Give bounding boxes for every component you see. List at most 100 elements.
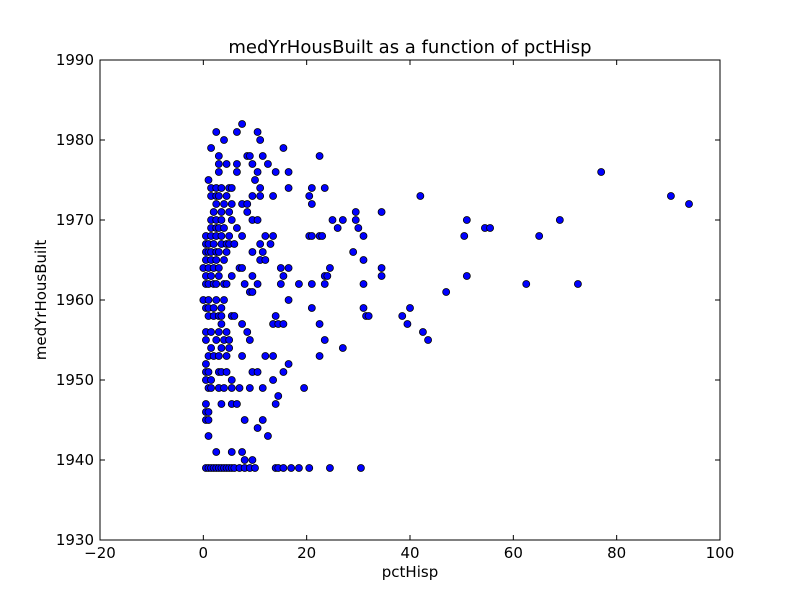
data-point (214, 272, 223, 280)
data-point (248, 288, 257, 296)
data-point (264, 160, 272, 168)
data-point (217, 344, 226, 352)
data-point (315, 152, 324, 160)
data-point (256, 192, 265, 200)
x-tick-label: 60 (504, 544, 523, 562)
data-point (248, 160, 257, 168)
data-point (220, 200, 228, 208)
data-point (222, 192, 231, 200)
data-point (359, 256, 368, 264)
data-point (253, 424, 262, 432)
data-point (284, 296, 293, 304)
data-point (248, 456, 257, 464)
data-point (240, 280, 249, 288)
data-point (305, 464, 314, 472)
data-point (276, 264, 285, 272)
data-point (269, 232, 277, 240)
data-point (204, 432, 213, 440)
data-point (245, 336, 254, 344)
data-point (227, 384, 236, 392)
y-tick-label: 1930 (56, 531, 94, 549)
data-point (217, 208, 226, 216)
data-point (276, 280, 285, 288)
data-point (238, 320, 246, 328)
data-point (217, 232, 226, 240)
data-point (266, 240, 275, 248)
data-point (318, 232, 327, 240)
data-point (225, 232, 234, 240)
x-tick-label: 20 (297, 544, 316, 562)
data-point (230, 312, 239, 320)
data-point (233, 128, 241, 136)
data-point (271, 312, 280, 320)
x-tick-label: −20 (84, 544, 116, 562)
data-point (279, 368, 288, 376)
data-point (284, 264, 293, 272)
data-point (207, 272, 215, 280)
data-point (227, 272, 236, 280)
data-point (377, 272, 386, 280)
y-tick-label: 1970 (56, 211, 94, 229)
y-tick-label: 1940 (56, 451, 94, 469)
data-point (222, 328, 231, 336)
data-point (207, 384, 215, 392)
data-point (235, 384, 244, 392)
data-point (424, 336, 432, 344)
data-point (279, 464, 288, 472)
data-point (253, 368, 262, 376)
data-point (284, 184, 293, 192)
data-point (243, 208, 252, 216)
chart-title: medYrHousBuilt as a function of pctHisp (228, 37, 591, 58)
data-point (326, 464, 334, 472)
data-point (253, 216, 262, 224)
data-point (225, 208, 234, 216)
data-point (359, 304, 368, 312)
data-point (209, 240, 218, 248)
data-point (220, 224, 228, 232)
data-point (207, 344, 215, 352)
y-tick-label: 1990 (56, 51, 94, 69)
data-point (269, 192, 277, 200)
data-point (217, 184, 226, 192)
data-point (315, 352, 324, 360)
data-point (295, 280, 303, 288)
data-point (238, 120, 246, 128)
data-point (225, 344, 234, 352)
data-point (233, 160, 241, 168)
data-point (214, 168, 223, 176)
data-point (320, 184, 329, 192)
data-point (685, 200, 693, 208)
data-point (323, 272, 332, 280)
data-point (222, 352, 231, 360)
data-point (207, 144, 215, 152)
data-point (307, 232, 316, 240)
data-point (248, 248, 257, 256)
data-point (212, 280, 221, 288)
y-axis-label: medYrHousBuilt (32, 240, 50, 361)
data-point (320, 336, 329, 344)
data-point (522, 280, 531, 288)
data-point (338, 344, 347, 352)
data-points (199, 120, 693, 472)
data-point (214, 264, 223, 272)
data-point (212, 448, 221, 456)
data-point (220, 136, 228, 144)
data-point (220, 256, 228, 264)
data-point (212, 296, 221, 304)
data-point (243, 328, 252, 336)
data-point (274, 392, 283, 400)
x-axis-ticks: −20 0 20 40 60 80 100 (84, 60, 734, 562)
data-point (377, 208, 386, 216)
data-point (225, 336, 234, 344)
data-point (349, 248, 358, 256)
data-point (307, 200, 316, 208)
data-point (307, 184, 316, 192)
data-point (212, 256, 221, 264)
data-point (261, 352, 270, 360)
data-point (222, 160, 231, 168)
data-point (256, 184, 265, 192)
data-point (222, 248, 231, 256)
data-point (555, 216, 564, 224)
data-point (222, 280, 231, 288)
data-point (305, 192, 314, 200)
